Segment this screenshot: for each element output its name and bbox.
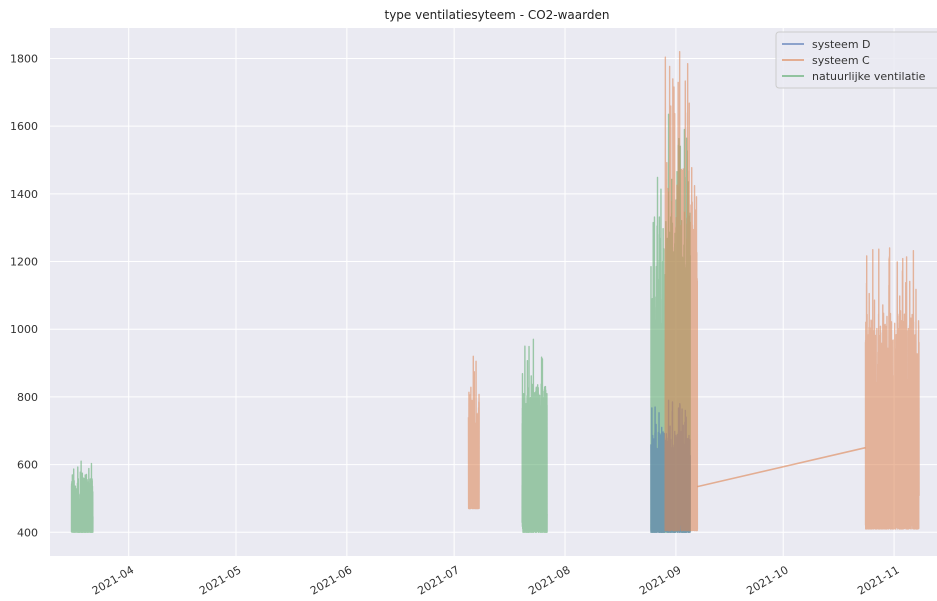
y-tick-label: 400 bbox=[17, 526, 38, 539]
series-line bbox=[864, 247, 920, 530]
series-line bbox=[70, 460, 94, 534]
legend-entry: systeem D bbox=[812, 38, 871, 51]
legend-entry: natuurlijke ventilatie bbox=[812, 70, 926, 83]
legend-box bbox=[775, 31, 937, 89]
legend-entry: systeem C bbox=[812, 54, 870, 67]
legend: systeem D systeem C natuurlijke ventilatie bbox=[775, 31, 937, 89]
x-tick-label: 2021-07 bbox=[415, 563, 461, 597]
series-connector-line bbox=[697, 446, 866, 488]
y-tick-label: 800 bbox=[17, 391, 38, 404]
x-tick-label: 2021-10 bbox=[744, 563, 790, 597]
series-line bbox=[521, 338, 548, 534]
series-systeem-C bbox=[467, 50, 920, 532]
x-tick-label: 2021-08 bbox=[526, 563, 572, 597]
y-tick-label: 1800 bbox=[10, 52, 38, 65]
x-tick-labels: 2021-04 2021-05 2021-06 2021-07 2021-08 2021-… bbox=[90, 563, 902, 597]
x-tick-label: 2021-05 bbox=[197, 563, 243, 597]
y-tick-labels: 400 600 800 1000 1200 1400 1600 1800 bbox=[10, 52, 38, 539]
series-layer bbox=[70, 50, 920, 534]
y-tick-label: 1600 bbox=[10, 120, 38, 133]
y-tick-label: 600 bbox=[17, 459, 38, 472]
x-tick-label: 2021-11 bbox=[855, 563, 901, 597]
x-tick-label: 2021-04 bbox=[90, 563, 136, 597]
y-tick-label: 1400 bbox=[10, 188, 38, 201]
y-tick-label: 1000 bbox=[10, 323, 38, 336]
plot-area bbox=[50, 28, 937, 556]
x-tick-label: 2021-09 bbox=[637, 563, 683, 597]
x-tick-label: 2021-06 bbox=[308, 563, 354, 597]
y-tick-label: 1200 bbox=[10, 256, 38, 269]
chart-title: type ventilatiesyteem - CO2-waarden bbox=[385, 8, 610, 22]
series-line bbox=[664, 50, 699, 532]
series-line bbox=[467, 355, 480, 510]
